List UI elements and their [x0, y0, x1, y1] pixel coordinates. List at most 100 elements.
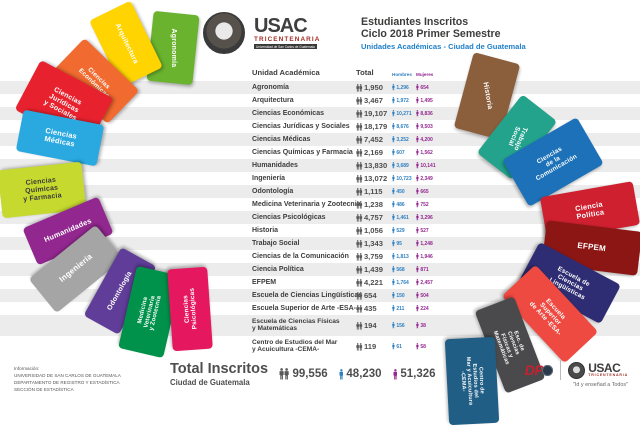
people-icon: [356, 187, 363, 196]
unit-name: Ciencias Económicas: [252, 109, 324, 117]
fan-ribbon-label: Ciencias de la Comunicación: [534, 145, 579, 183]
woman-icon: [416, 136, 419, 143]
woman-icon: [416, 162, 419, 169]
unit-men: 3,252: [392, 136, 416, 143]
man-icon: [392, 253, 395, 260]
unit-total: 194: [356, 321, 392, 330]
unit-name: Agronomía: [252, 83, 289, 91]
man-icon: [392, 305, 395, 312]
fan-ribbon: Ciencias Psicológicas: [167, 266, 213, 352]
unit-total: 1,056: [356, 226, 392, 235]
unit-total: 1,115: [356, 187, 392, 196]
unit-name: Escuela de Ciencias Lingüísticas: [252, 291, 363, 299]
unit-women: 10,141: [416, 162, 440, 169]
table-row: Ciencias Médicas 7,452 3,252 4,200: [0, 133, 640, 146]
usac-seal-logo: [203, 12, 245, 54]
people-icon: [356, 109, 363, 118]
table-row: Arquitectura 3,467 1,972 1,495: [0, 94, 640, 107]
unit-total: 4,221: [356, 278, 392, 287]
unit-men: 607: [392, 149, 416, 156]
unit-women: 1,248: [416, 240, 440, 247]
title-line2: Ciclo 2018 Primer Semestre: [361, 28, 501, 40]
column-header-women: Mujeres: [416, 72, 434, 77]
woman-icon: [416, 188, 419, 195]
usac-seal-icon: [568, 361, 586, 379]
unit-men: 10,271: [392, 110, 416, 117]
people-icon: [356, 213, 363, 222]
unit-men: 529: [392, 227, 416, 234]
man-icon: [392, 322, 395, 329]
table-row: Trabajo Social 1,343 95 1,248: [0, 237, 640, 250]
unit-total: 3,467: [356, 96, 392, 105]
fan-ribbon-label: Ciencia Política: [574, 199, 606, 222]
usac-footer-sub: TRICENTENARIA: [588, 373, 628, 378]
unit-total: 19,107: [356, 109, 392, 118]
table-row: Centro de Estudios del Mar y Acuicultura …: [0, 336, 640, 357]
unit-men: 1,764: [392, 279, 416, 286]
unit-women: 871: [416, 266, 440, 273]
unit-men: 1,972: [392, 97, 416, 104]
woman-icon: [416, 343, 419, 350]
man-icon: [392, 240, 395, 247]
usac-logo-text: USAC TRICENTENARIA Universidad de San Ca…: [254, 12, 346, 54]
woman-icon: [416, 292, 419, 299]
unit-name: Arquitectura: [252, 96, 294, 104]
unit-men: 150: [392, 292, 416, 299]
grand-total: 99,556: [279, 368, 328, 380]
unit-total: 1,343: [356, 239, 392, 248]
fan-ribbon-label: Arquitectura: [113, 22, 140, 66]
unit-name: Ciencia Política: [252, 265, 304, 273]
man-icon: [392, 227, 395, 234]
unit-women: 224: [416, 305, 440, 312]
unit-women: 1,495: [416, 97, 440, 104]
unit-men: 156: [392, 322, 416, 329]
fan-ribbon: Centro de Estudios del Mar y Acuicultura …: [444, 336, 500, 426]
woman-icon: [416, 97, 419, 104]
unit-name: Medicina Veterinaria y Zootecnia: [252, 200, 361, 208]
people-icon: [356, 96, 363, 105]
unit-women: 58: [416, 343, 440, 350]
unit-women: 2,457: [416, 279, 440, 286]
man-icon: [392, 123, 395, 130]
table-row: Medicina Veterinaria y Zootecnia 1,238 4…: [0, 198, 640, 211]
man-icon: [392, 110, 395, 117]
totals-city: Ciudad de Guatemala: [170, 377, 250, 387]
man-icon: [392, 162, 395, 169]
unit-name: Ingeniería: [252, 174, 286, 182]
unit-men: 3,689: [392, 162, 416, 169]
unit-men: 10,723: [392, 175, 416, 182]
fan-ribbon-label: EFPEM: [577, 240, 607, 254]
woman-icon: [416, 201, 419, 208]
table-row: Humanidades 13,830 3,689 10,141: [0, 159, 640, 172]
table-row: Ciencias Jurídicas y Sociales 18,179 8,6…: [0, 120, 640, 133]
man-icon: [392, 136, 395, 143]
unit-total: 3,759: [356, 252, 392, 261]
unit-total: 18,179: [356, 122, 392, 131]
grand-total-men-value: 48,230: [346, 368, 382, 381]
woman-icon: [416, 240, 419, 247]
woman-icon: [416, 123, 419, 130]
people-icon: [356, 252, 363, 261]
unit-total: 13,830: [356, 161, 392, 170]
unit-total: 1,439: [356, 265, 392, 274]
fan-ribbon-label: Esc. de Ciencias Físicas y Matemáticas: [492, 330, 526, 367]
woman-icon: [416, 214, 419, 221]
table-row: EFPEM 4,221 1,764 2,457: [0, 276, 640, 289]
dpo-globe-icon: [542, 364, 554, 376]
unit-women: 654: [416, 84, 440, 91]
title-line1: Estudiantes Inscritos: [361, 15, 469, 28]
people-icon: [356, 278, 363, 287]
unit-women: 2,349: [416, 175, 440, 182]
people-icon: [356, 239, 363, 248]
column-header-men: Hombres: [392, 72, 412, 77]
woman-icon: [393, 368, 398, 380]
unit-name: Ciencias Psicológicas: [252, 213, 326, 221]
unit-total: 4,757: [356, 213, 392, 222]
unit-men: 61: [392, 343, 416, 350]
man-icon: [392, 201, 395, 208]
unit-men: 211: [392, 305, 416, 312]
man-icon: [392, 84, 395, 91]
unit-total: 7,452: [356, 135, 392, 144]
people-icon: [279, 368, 289, 380]
unit-men: 568: [392, 266, 416, 273]
